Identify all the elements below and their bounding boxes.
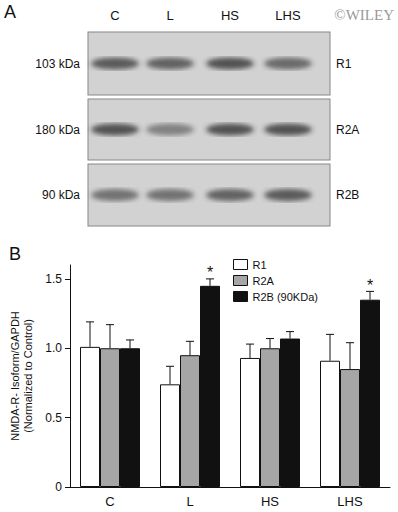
svg-text:1.0: 1.0 [45, 341, 62, 355]
svg-text:90 kDa: 90 kDa [42, 188, 80, 202]
svg-text:0: 0 [55, 480, 62, 494]
svg-text:NMDA-R- Isoform/GAPDH: NMDA-R- Isoform/GAPDH [9, 311, 21, 441]
svg-text:*: * [207, 264, 213, 281]
svg-text:R2A: R2A [336, 123, 359, 137]
svg-text:R1: R1 [336, 57, 352, 71]
svg-text:*: * [367, 277, 373, 294]
svg-text:1.5: 1.5 [45, 272, 62, 286]
svg-text:LHS: LHS [337, 494, 363, 509]
svg-text:(Normalized to Control): (Normalized to Control) [22, 319, 34, 433]
svg-text:©WILEY: ©WILEY [334, 7, 394, 23]
svg-text:103 kDa: 103 kDa [35, 57, 80, 71]
svg-text:A: A [4, 2, 16, 22]
svg-text:L: L [166, 8, 173, 23]
svg-text:R1: R1 [253, 259, 267, 271]
svg-text:R2B (90KDa): R2B (90KDa) [253, 291, 318, 303]
svg-text:LHS: LHS [275, 8, 301, 23]
svg-text:HS: HS [261, 494, 279, 509]
svg-text:C: C [105, 494, 114, 509]
svg-text:R2B: R2B [336, 188, 359, 202]
svg-text:0.5: 0.5 [45, 411, 62, 425]
svg-text:B: B [9, 244, 21, 264]
svg-text:R2A: R2A [253, 275, 275, 287]
svg-text:C: C [110, 8, 119, 23]
svg-text:L: L [186, 494, 193, 509]
svg-text:HS: HS [221, 8, 239, 23]
svg-text:180 kDa: 180 kDa [35, 123, 80, 137]
